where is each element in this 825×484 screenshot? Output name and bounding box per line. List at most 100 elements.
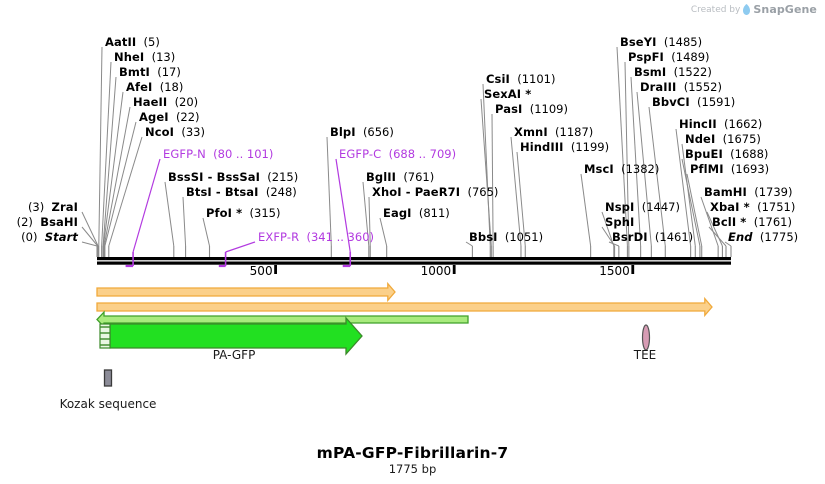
- primer-label-egfp-n[interactable]: EGFP-N (80 .. 101): [163, 148, 273, 160]
- enzyme-label-hincii[interactable]: HincII (1662): [679, 118, 762, 130]
- marker-kozak-sequence[interactable]: [103, 369, 113, 387]
- enzyme-position: (811): [418, 206, 450, 220]
- enzyme-name: PasI: [495, 102, 523, 116]
- enzyme-label-bbsi[interactable]: BbsI (1051): [469, 231, 543, 243]
- backbone-line-bottom: [97, 261, 731, 265]
- enzyme-position: (765): [467, 185, 499, 199]
- enzyme-label-bsmi[interactable]: BsmI (1522): [634, 66, 712, 78]
- enzyme-position: (1761): [753, 215, 792, 229]
- enzyme-label-xbai-[interactable]: XbaI * (1751): [710, 201, 795, 213]
- enzyme-36-leader: [724, 241, 732, 247]
- enzyme-name: BsrDI: [612, 230, 648, 244]
- feature-arrow-pa-gfp[interactable]: [109, 316, 363, 356]
- enzyme-position: (13): [151, 50, 176, 64]
- enzyme-label-bsssi-bsssai[interactable]: BssSI - BssSaI (215): [168, 171, 298, 183]
- enzyme-label-bpuei[interactable]: BpuEI (1688): [685, 148, 768, 160]
- enzyme-label-xmni[interactable]: XmnI (1187): [514, 126, 593, 138]
- enzyme-6-leader: [108, 136, 143, 247]
- ruler-label-1500: 1500: [599, 264, 630, 278]
- enzyme-label-bcli-[interactable]: BclI * (1761): [712, 216, 792, 228]
- enzyme-label-pspfi[interactable]: PspFI (1489): [628, 51, 710, 63]
- snapgene-watermark: Created by SnapGene: [691, 3, 817, 16]
- page-title: mPA-GFP-Fibrillarin-7: [316, 444, 509, 462]
- enzyme-label-sexai-[interactable]: SexAI *: [484, 88, 531, 100]
- enzyme-name: HincII: [679, 117, 717, 131]
- enzyme-label-ncoi[interactable]: NcoI (33): [145, 126, 205, 138]
- enzyme-label-agei[interactable]: AgeI (22): [139, 111, 200, 123]
- enzyme-name: BpuEI: [685, 147, 723, 161]
- marker-tee[interactable]: [641, 324, 651, 351]
- enzyme-label-afei[interactable]: AfeI (18): [126, 81, 183, 93]
- enzyme-label-draiii[interactable]: DraIII (1552): [640, 81, 722, 93]
- enzymeL-0-leader: [81, 211, 99, 247]
- enzyme-name: CsiI: [486, 72, 510, 86]
- enzyme-21-leader: [601, 211, 615, 247]
- enzyme-label-sphi[interactable]: SphI: [605, 216, 634, 228]
- enzyme-label-bglii[interactable]: BglII (761): [366, 171, 434, 183]
- enzyme-label-pasi[interactable]: PasI (1109): [495, 103, 568, 115]
- enzyme-1-leader: [101, 61, 112, 247]
- enzyme-position: (1187): [555, 125, 594, 139]
- enzyme-label-ndei[interactable]: NdeI (1675): [685, 133, 761, 145]
- primer-range: (80 .. 101): [213, 147, 274, 161]
- enzyme-label-blpi[interactable]: BlpI (656): [330, 126, 394, 138]
- enzyme-label-bbvci[interactable]: BbvCI (1591): [652, 96, 735, 108]
- enzyme-label-bseyi[interactable]: BseYI (1485): [620, 36, 702, 48]
- enzymeL-1-leader: [81, 226, 99, 247]
- enzyme-name: BlpI: [330, 125, 356, 139]
- enzyme-position: (1591): [697, 95, 736, 109]
- enzyme-position: (5): [143, 35, 160, 49]
- enzyme-label-msci[interactable]: MscI (1382): [584, 163, 659, 175]
- enzyme-label-pfoi-[interactable]: PfoI * (315): [206, 207, 280, 219]
- enzyme-position: (18): [159, 80, 184, 94]
- enzyme-label-haeii[interactable]: HaeII (20): [133, 96, 198, 108]
- enzyme-26-leader: [630, 76, 642, 247]
- enzyme-position: (1693): [730, 162, 770, 176]
- enzyme-35-leader: [708, 226, 727, 247]
- enzyme-20-leader: [580, 173, 592, 247]
- enzyme-label-zrai[interactable]: (3) ZraI: [28, 201, 78, 213]
- primer-label-egfp-c[interactable]: EGFP-C (688 .. 709): [339, 148, 456, 160]
- enzyme-4-leader: [103, 106, 131, 247]
- feature-arrow-2[interactable]: [96, 310, 469, 329]
- enzyme-position: (1675): [722, 132, 761, 146]
- enzyme-name: AfeI: [126, 80, 153, 94]
- enzyme-label-hindiii[interactable]: HindIII (1199): [520, 141, 609, 153]
- enzyme-0-leader: [98, 46, 103, 247]
- enzyme-7-leader: [164, 181, 175, 247]
- feature-arrow-1[interactable]: [96, 296, 713, 318]
- enzyme-label-btsi-btsai[interactable]: BtsI - BtsaI (248): [186, 186, 297, 198]
- enzyme-name: AgeI: [139, 110, 169, 124]
- enzyme-label-nspi[interactable]: NspI (1447): [605, 201, 680, 213]
- feature-arrow-pa-gfp-start-cap: [99, 323, 111, 349]
- primer-label-exfp-r[interactable]: EXFP-R (341 .. 360): [258, 231, 374, 243]
- enzyme-label-start[interactable]: (0) Start: [21, 231, 78, 243]
- feature-arrow-0[interactable]: [96, 281, 396, 303]
- enzyme-label-pflmi[interactable]: PflMI (1693): [690, 163, 769, 175]
- enzyme-27-leader: [636, 91, 652, 247]
- enzyme-31-leader: [681, 158, 701, 247]
- enzyme-position: (1489): [671, 50, 710, 64]
- enzyme-label-aatii[interactable]: AatII (5): [105, 36, 160, 48]
- enzyme-30-leader: [681, 143, 696, 247]
- enzyme-name: Start: [44, 230, 78, 244]
- enzyme-label-bmti[interactable]: BmtI (17): [119, 66, 181, 78]
- ruler-tick-1500: [631, 265, 635, 274]
- enzyme-name: EagI: [383, 206, 412, 220]
- enzyme-label-xhoi-paer7i[interactable]: XhoI - PaeR7I (765): [372, 186, 498, 198]
- enzyme-label-csii[interactable]: CsiI (1101): [486, 73, 555, 85]
- enzyme-position: (1051): [504, 230, 544, 244]
- enzyme-position: (1447): [641, 200, 680, 214]
- enzyme-13-leader: [379, 217, 388, 247]
- enzyme-label-bsrdi[interactable]: BsrDI (1461): [612, 231, 693, 243]
- enzyme-label-bamhi[interactable]: BamHI (1739): [704, 186, 792, 198]
- primer-range: (688 .. 709): [388, 147, 457, 161]
- enzyme-name: NspI: [605, 200, 635, 214]
- enzyme-position: (1751): [757, 200, 796, 214]
- enzyme-label-end[interactable]: End (1775): [728, 231, 798, 243]
- enzyme-label-eagi[interactable]: EagI (811): [383, 207, 450, 219]
- enzyme-12-leader: [368, 196, 371, 247]
- enzyme-19-leader: [516, 151, 526, 247]
- enzyme-label-nhei[interactable]: NheI (13): [114, 51, 175, 63]
- enzyme-label-bsahi[interactable]: (2) BsaHI: [17, 216, 78, 228]
